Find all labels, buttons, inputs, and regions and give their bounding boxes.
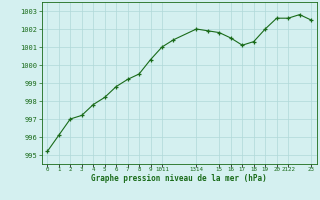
X-axis label: Graphe pression niveau de la mer (hPa): Graphe pression niveau de la mer (hPa) — [91, 174, 267, 183]
